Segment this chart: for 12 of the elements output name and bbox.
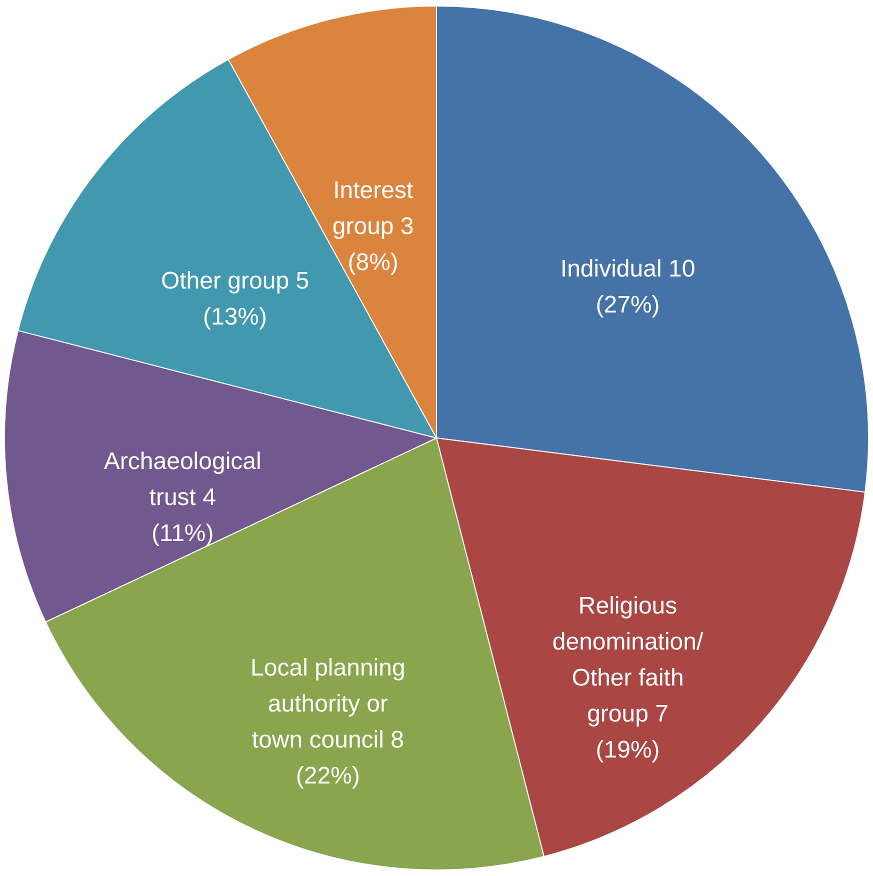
slice-label: Interest group 3 (332, 177, 414, 240)
slice-label: Local planning authority or town council 8 (250, 654, 406, 754)
data-label: (11%) (152, 520, 214, 547)
data-label: (27%) (596, 291, 660, 318)
data-label: (8%) (348, 249, 398, 276)
slice-label: Individual 10 (560, 255, 696, 282)
data-label: (22%) (296, 762, 360, 790)
data-label: (19%) (596, 736, 660, 764)
slice-label: Religious denomination/ Other faith group 7 (552, 592, 704, 728)
slice-label: Archaeological trust 4 (104, 448, 262, 511)
data-label: (13%) (202, 304, 268, 331)
slice-label: Other group 5 (160, 268, 310, 295)
